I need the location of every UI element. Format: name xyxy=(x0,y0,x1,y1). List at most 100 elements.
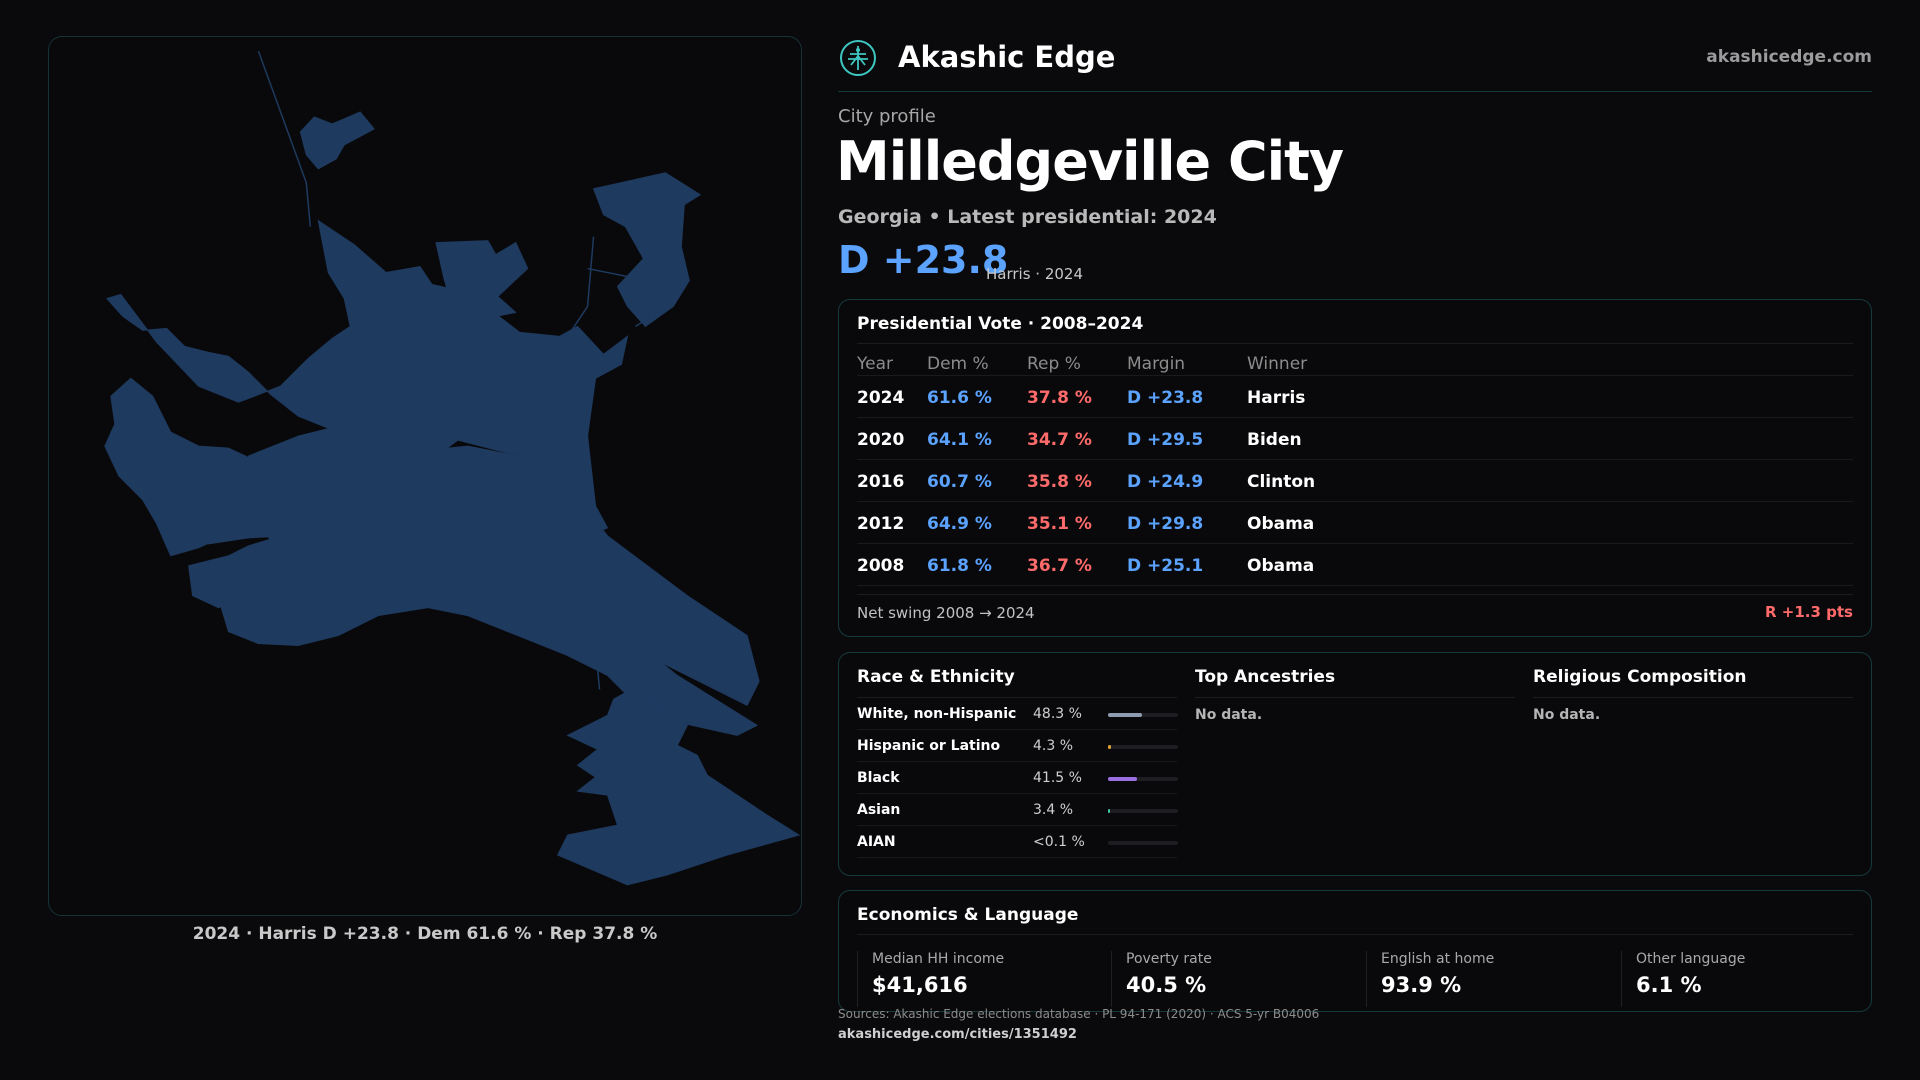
race-row: Asian 3.4 % xyxy=(857,794,1178,826)
cell-margin: D +29.5 xyxy=(1127,430,1204,450)
religion-empty: No data. xyxy=(1533,707,1601,723)
race-row: AIAN <0.1 % xyxy=(857,826,1178,858)
econ-stat: English at home 93.9 % xyxy=(1366,951,1606,1007)
race-row: White, non-Hispanic 48.3 % xyxy=(857,698,1178,730)
ancestries-section: Top Ancestries No data. xyxy=(1195,667,1515,723)
presidential-vote-card: Presidential Vote · 2008–2024 Year Dem %… xyxy=(838,299,1872,637)
map-caption: 2024 · Harris D +23.8 · Dem 61.6 % · Rep… xyxy=(192,924,658,944)
cell-margin: D +25.1 xyxy=(1127,556,1204,576)
cell-dem: 61.8 % xyxy=(927,556,992,576)
ancestries-title: Top Ancestries xyxy=(1195,667,1515,698)
cell-winner: Obama xyxy=(1247,514,1315,534)
economics-title: Economics & Language xyxy=(857,905,1079,925)
race-bar xyxy=(1108,841,1178,845)
race-bar xyxy=(1108,809,1178,813)
column-header-year[interactable]: Year xyxy=(857,354,893,374)
race-label: Black xyxy=(857,770,900,786)
latest-margin-note: Harris · 2024 xyxy=(986,265,1084,283)
cell-dem: 64.1 % xyxy=(927,430,992,450)
table-row: 2012 64.9 % 35.1 % D +29.8 Obama xyxy=(857,502,1853,544)
race-label: White, non-Hispanic xyxy=(857,706,1017,722)
cell-rep: 35.8 % xyxy=(1027,472,1092,492)
ancestries-empty: No data. xyxy=(1195,707,1263,723)
table-header-row: Year Dem % Rep % Margin Winner xyxy=(857,352,1853,376)
cell-winner: Harris xyxy=(1247,388,1306,408)
race-bar xyxy=(1108,713,1178,717)
cell-rep: 34.7 % xyxy=(1027,430,1092,450)
page-url[interactable]: akashicedge.com/cities/1351492 xyxy=(838,1027,1077,1042)
econ-stat: Other language 6.1 % xyxy=(1621,951,1861,1007)
race-pct: 41.5 % xyxy=(1033,770,1082,786)
city-boundary-shape xyxy=(104,50,801,886)
brand-name[interactable]: Akashic Edge xyxy=(898,40,1116,74)
cell-year: 2024 xyxy=(857,388,905,408)
column-header-dem[interactable]: Dem % xyxy=(927,354,989,374)
net-swing-row: Net swing 2008 → 2024 R +1.3 pts xyxy=(857,594,1853,622)
table-row: 2020 64.1 % 34.7 % D +29.5 Biden xyxy=(857,418,1853,460)
net-swing-label: Net swing 2008 → 2024 xyxy=(857,604,1035,622)
cell-winner: Clinton xyxy=(1247,472,1316,492)
cell-margin: D +29.8 xyxy=(1127,514,1204,534)
race-ethnicity-title: Race & Ethnicity xyxy=(857,667,1177,698)
econ-stat-label: Poverty rate xyxy=(1126,951,1212,967)
race-label: Asian xyxy=(857,802,901,818)
column-header-rep[interactable]: Rep % xyxy=(1027,354,1081,374)
race-pct: 3.4 % xyxy=(1033,802,1074,818)
cell-margin: D +24.9 xyxy=(1127,472,1204,492)
column-header-margin[interactable]: Margin xyxy=(1127,354,1186,374)
cell-rep: 37.8 % xyxy=(1027,388,1092,408)
cell-year: 2012 xyxy=(857,514,905,534)
race-row: Black 41.5 % xyxy=(857,762,1178,794)
page-kicker: City profile xyxy=(838,106,936,127)
econ-stat: Median HH income $41,616 xyxy=(857,951,1097,1007)
demographics-card: Race & Ethnicity White, non-Hispanic 48.… xyxy=(838,652,1872,876)
cell-dem: 60.7 % xyxy=(927,472,992,492)
race-bar xyxy=(1108,745,1178,749)
sources-note: Sources: Akashic Edge elections database… xyxy=(838,1007,1320,1021)
cell-dem: 64.9 % xyxy=(927,514,992,534)
tree-of-life-icon[interactable] xyxy=(838,38,878,78)
cell-year: 2008 xyxy=(857,556,905,576)
table-row: 2008 61.8 % 36.7 % D +25.1 Obama xyxy=(857,544,1853,586)
race-ethnicity-section: Race & Ethnicity White, non-Hispanic 48.… xyxy=(857,667,1178,858)
race-pct: 48.3 % xyxy=(1033,706,1082,722)
race-bar xyxy=(1108,777,1178,781)
table-row: 2016 60.7 % 35.8 % D +24.9 Clinton xyxy=(857,460,1853,502)
net-swing-value: R +1.3 pts xyxy=(1765,603,1853,621)
religion-section: Religious Composition No data. xyxy=(1533,667,1853,723)
presidential-vote-table: Year Dem % Rep % Margin Winner 2024 61.6… xyxy=(857,352,1853,586)
divider xyxy=(857,934,1853,935)
cell-winner: Biden xyxy=(1247,430,1302,450)
economics-card: Economics & Language Median HH income $4… xyxy=(838,890,1872,1012)
race-label: Hispanic or Latino xyxy=(857,738,1001,754)
econ-stat-value: 6.1 % xyxy=(1636,973,1702,997)
divider xyxy=(857,343,1853,344)
page-subtitle: Georgia • Latest presidential: 2024 xyxy=(838,206,1217,228)
race-pct: 4.3 % xyxy=(1033,738,1074,754)
econ-stat-value: 93.9 % xyxy=(1381,973,1462,997)
city-boundary-map[interactable] xyxy=(48,36,802,916)
cell-rep: 36.7 % xyxy=(1027,556,1092,576)
race-bar-fill xyxy=(1108,745,1111,749)
race-label: AIAN xyxy=(857,834,896,850)
site-header: Akashic Edge akashicedge.com xyxy=(838,32,1872,92)
race-bar-fill xyxy=(1108,713,1142,717)
religion-title: Religious Composition xyxy=(1533,667,1853,698)
econ-stat-label: English at home xyxy=(1381,951,1495,967)
race-bar-fill xyxy=(1108,809,1111,813)
cell-rep: 35.1 % xyxy=(1027,514,1092,534)
page-title: Milledgeville City xyxy=(836,130,1344,193)
table-row: 2024 61.6 % 37.8 % D +23.8 Harris xyxy=(857,376,1853,418)
presidential-vote-title: Presidential Vote · 2008–2024 xyxy=(857,314,1144,334)
column-header-winner[interactable]: Winner xyxy=(1247,354,1308,374)
cell-margin: D +23.8 xyxy=(1127,388,1204,408)
cell-winner: Obama xyxy=(1247,556,1315,576)
cell-dem: 61.6 % xyxy=(927,388,992,408)
race-bar-fill xyxy=(1108,777,1138,781)
site-link[interactable]: akashicedge.com xyxy=(1706,47,1872,67)
cell-year: 2016 xyxy=(857,472,905,492)
econ-stat: Poverty rate 40.5 % xyxy=(1111,951,1351,1007)
race-row: Hispanic or Latino 4.3 % xyxy=(857,730,1178,762)
cell-year: 2020 xyxy=(857,430,905,450)
econ-stat-value: 40.5 % xyxy=(1126,973,1207,997)
